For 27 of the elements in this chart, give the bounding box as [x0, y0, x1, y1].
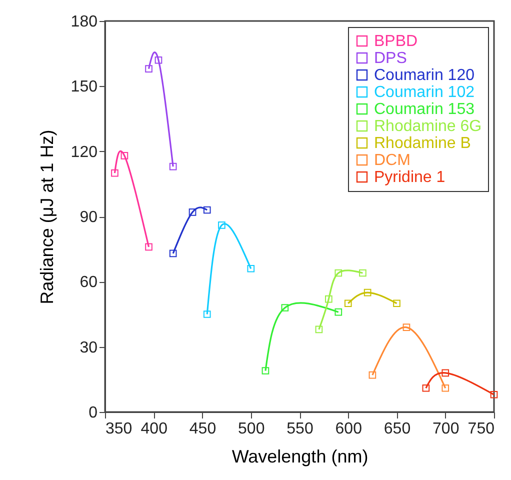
x-tick-label: 500 — [238, 420, 265, 438]
y-tick-label: 0 — [88, 404, 98, 422]
y-tick-label: 180 — [70, 14, 98, 30]
legend-label: Coumarin 102 — [374, 84, 475, 101]
x-tick-label: 350 — [106, 420, 132, 438]
legend-label: BPBD — [374, 33, 418, 50]
legend-label: DCM — [374, 152, 410, 169]
legend-label: Pyridine 1 — [374, 169, 446, 186]
y-tick-label: 150 — [70, 78, 98, 96]
legend-label: Coumarin 120 — [374, 67, 475, 84]
y-axis-title: Radiance (μJ at 1 Hz) — [36, 130, 57, 304]
x-tick-label: 400 — [140, 420, 168, 438]
y-tick-label: 120 — [70, 144, 98, 161]
x-tick-label: 600 — [335, 420, 362, 438]
x-tick-label: 550 — [286, 420, 314, 438]
legend-label: Rhodamine B — [374, 135, 471, 152]
x-axis-title: Wavelength (nm) — [232, 446, 368, 466]
legend-label: DPS — [374, 50, 407, 67]
legend-label: Coumarin 153 — [374, 101, 475, 118]
x-tick-label: 450 — [189, 420, 216, 438]
y-tick-label: 60 — [80, 274, 98, 292]
x-tick-label: 750 — [468, 420, 495, 438]
x-tick-label: 650 — [384, 420, 411, 438]
y-tick-label: 90 — [80, 209, 98, 226]
legend-label: Rhodamine 6G — [374, 118, 482, 135]
y-tick-label: 30 — [80, 339, 98, 356]
x-tick-label: 700 — [432, 420, 460, 438]
